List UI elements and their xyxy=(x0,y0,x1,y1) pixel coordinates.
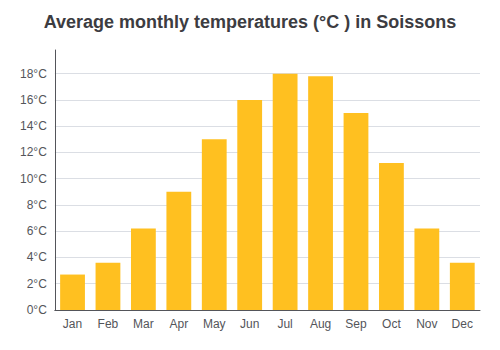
svg-text:0°C: 0°C xyxy=(27,303,47,317)
svg-text:10°C: 10°C xyxy=(20,172,47,186)
svg-text:Average monthly temperatures (: Average monthly temperatures (°C ) in So… xyxy=(44,12,457,32)
svg-text:Jul: Jul xyxy=(277,317,292,331)
svg-text:Jun: Jun xyxy=(240,317,259,331)
svg-text:Dec: Dec xyxy=(452,317,473,331)
svg-text:Nov: Nov xyxy=(416,317,437,331)
svg-text:14°C: 14°C xyxy=(20,119,47,133)
svg-text:Aug: Aug xyxy=(310,317,331,331)
svg-text:2°C: 2°C xyxy=(27,277,47,291)
svg-text:Feb: Feb xyxy=(98,317,119,331)
svg-text:18°C: 18°C xyxy=(20,67,47,81)
svg-text:6°C: 6°C xyxy=(27,224,47,238)
svg-text:4°C: 4°C xyxy=(27,250,47,264)
svg-text:Mar: Mar xyxy=(133,317,154,331)
svg-text:Sep: Sep xyxy=(345,317,367,331)
svg-text:Apr: Apr xyxy=(169,317,188,331)
svg-text:16°C: 16°C xyxy=(20,93,47,107)
svg-text:12°C: 12°C xyxy=(20,145,47,159)
svg-text:Jan: Jan xyxy=(63,317,82,331)
svg-text:8°C: 8°C xyxy=(27,198,47,212)
svg-text:May: May xyxy=(203,317,226,331)
svg-text:Oct: Oct xyxy=(382,317,401,331)
